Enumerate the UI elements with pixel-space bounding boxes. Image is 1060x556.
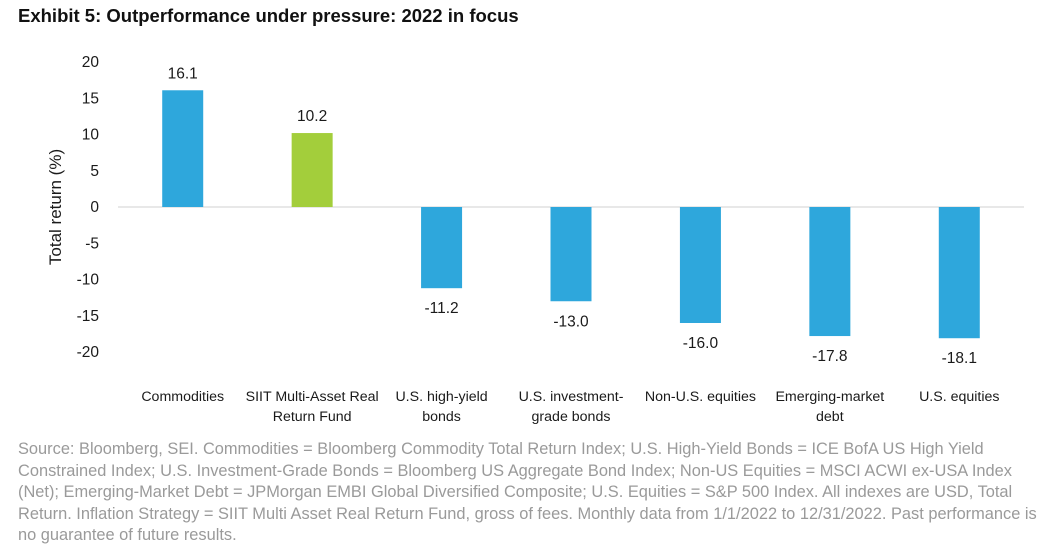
x-category-label: Return Fund — [273, 409, 352, 425]
x-category-label: Emerging-market — [775, 389, 884, 405]
x-category-label: Commodities — [141, 389, 224, 405]
x-category-label: SIIT Multi-Asset Real — [246, 389, 379, 405]
y-tick-label: 5 — [90, 163, 99, 180]
y-tick-label: -5 — [85, 235, 99, 252]
y-tick-label: 15 — [82, 90, 99, 107]
x-category-label: U.S. high-yield — [395, 389, 487, 405]
data-label: 10.2 — [297, 108, 327, 125]
x-category-label: U.S. equities — [919, 389, 999, 405]
data-label: -18.1 — [942, 350, 977, 367]
data-label: 16.1 — [168, 65, 198, 82]
bar — [421, 207, 463, 289]
bar — [938, 207, 980, 339]
y-tick-label: -20 — [77, 344, 100, 361]
x-category-label: bonds — [422, 409, 461, 425]
bar — [291, 133, 333, 207]
data-label: -17.8 — [812, 348, 847, 365]
y-tick-label: 0 — [90, 199, 99, 216]
bar-chart: 20 15 10 5 0 -5 -10 -15 -20 Total return (%) 16.1 C… — [46, 54, 1024, 425]
bar — [162, 90, 204, 207]
exhibit-title: Exhibit 5: Outperformance under pressure… — [18, 5, 519, 26]
y-tick-label: 10 — [82, 127, 100, 144]
bar — [679, 207, 721, 323]
y-tick-label: 20 — [82, 54, 100, 71]
source-footnote: Source: Bloomberg, SEI. Commodities = Bl… — [18, 440, 1037, 544]
bar — [550, 207, 592, 302]
data-label: -16.0 — [683, 335, 719, 352]
x-category-label: U.S. investment- — [519, 389, 624, 405]
data-label: -11.2 — [424, 300, 458, 317]
x-category-label: Non-U.S. equities — [645, 389, 756, 405]
bar — [809, 207, 851, 337]
x-category-label: debt — [816, 409, 844, 425]
y-tick-label: -10 — [77, 272, 100, 289]
y-axis-title: Total return (%) — [46, 149, 65, 265]
y-tick-label: -15 — [77, 308, 99, 325]
data-label: -13.0 — [553, 313, 589, 330]
x-category-label: grade bonds — [532, 409, 611, 425]
